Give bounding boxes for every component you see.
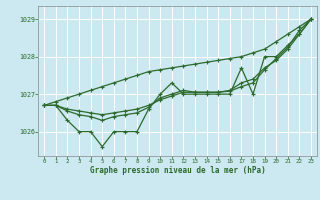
X-axis label: Graphe pression niveau de la mer (hPa): Graphe pression niveau de la mer (hPa) [90, 166, 266, 175]
